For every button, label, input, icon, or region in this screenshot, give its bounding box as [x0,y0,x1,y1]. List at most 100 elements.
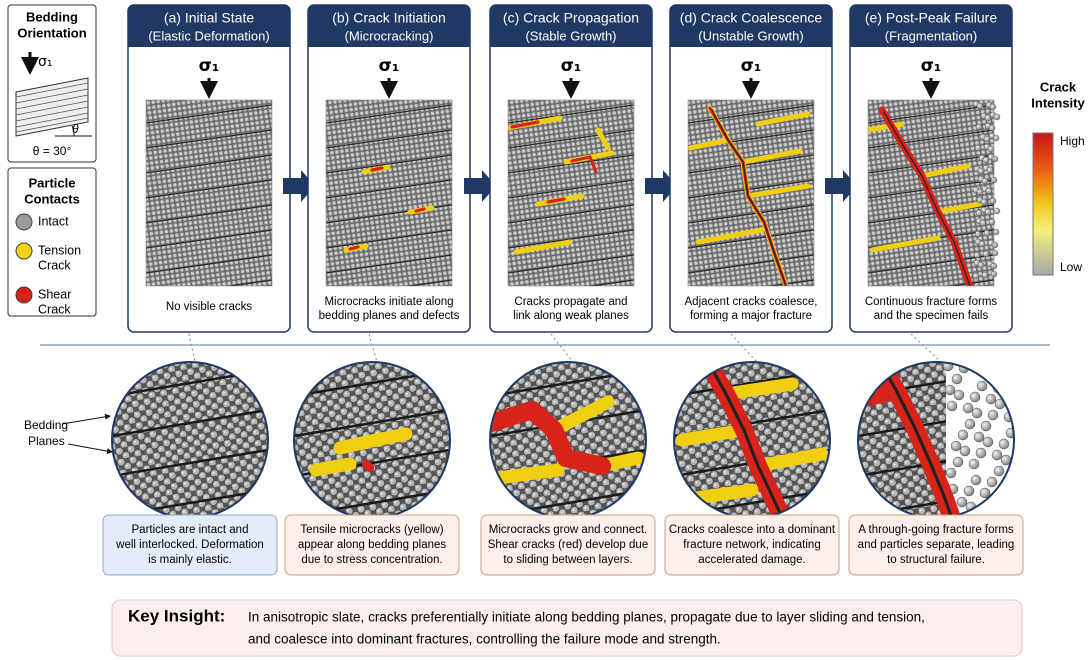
bedding-angle-value: θ = 30° [33,144,72,158]
ejected-particle [982,272,988,278]
zoom-leader [911,334,941,362]
stage-subtitle: (Microcracking) [345,28,434,43]
ejected-particle [986,188,992,194]
detail-text: A through-going fracture forms [858,524,1014,536]
colorbar-title: Intensity [1031,95,1085,110]
stage-subtitle: (Stable Growth) [525,28,616,43]
ejected-particle [976,124,982,130]
ejected-particle [977,381,987,391]
detail-text: Microcracks grow and connect. [489,524,648,536]
colorbar-title: Crack [1040,79,1077,94]
legend-label: Intact [38,214,69,228]
ejected-particle [988,146,994,152]
zoom-leader [369,334,377,362]
ejected-particle [946,468,956,478]
ejected-particle [969,459,979,469]
detail-text: to structural failure. [887,554,985,566]
ejected-particle [970,392,980,402]
ejected-particle [983,251,989,257]
stage-caption: Microcracks initiate along [324,296,453,308]
ejected-particle [988,410,998,420]
detail-text: accelerated damage. [698,554,805,566]
ejected-particle [985,209,991,215]
ejected-particle [982,504,992,514]
ejected-particle [1000,372,1010,382]
ejected-particle [974,432,984,442]
legend-title: Particle [29,175,76,190]
ejected-particle [958,430,968,440]
bedding-load: σ₁ [38,54,53,70]
bedding-angle: θ [72,122,79,136]
ejected-particle [977,189,983,195]
ejected-particle [980,220,986,226]
ejected-particle [992,250,998,256]
detail-text: to sliding between layers. [503,554,632,566]
ejected-particle [971,475,981,485]
zoom-view [674,356,830,530]
stage-subtitle: (Unstable Growth) [698,28,803,43]
bedding-planes-label: Planes [28,434,65,448]
ejected-particle [954,390,964,400]
ejected-particle [987,477,997,487]
detail-text: Tensile microcracks (yellow) [300,524,443,536]
specimen [688,100,814,298]
detail-text: fracture network, indicating [683,539,820,551]
ejected-particle [964,486,974,496]
ejected-particle [976,448,986,458]
ejected-particle [992,242,998,248]
stage-load: σ₁ [379,56,400,76]
key-insight-text: and coalesce into dominant fractures, co… [248,632,721,647]
key-insight-box [112,600,1022,656]
legend-swatch [16,287,32,303]
stage-caption: bedding planes and defects [319,310,460,322]
ejected-particle [983,157,989,163]
ejected-particle [999,439,1009,449]
ejected-particle [1003,479,1013,489]
specimen [146,100,272,298]
stage-title: (a) Initial State [164,10,254,26]
ejected-particle [981,199,987,205]
stage-panels: (a) Initial State(Elastic Deformation)σ₁… [128,5,1012,332]
ejected-particle [979,241,985,247]
specimen [326,100,452,298]
stage-subtitle: (Fragmentation) [885,28,977,43]
ejected-particle [975,231,981,237]
ejected-particle [987,167,993,173]
ejected-particle [985,115,991,121]
pointer-arrow [62,416,110,424]
ejected-particle [983,437,993,447]
ejected-particle [992,450,1002,460]
legend-label: Shear [38,287,71,301]
zoom-view [856,356,1024,530]
ejected-particle [977,103,983,109]
stage-load: σ₁ [921,56,942,76]
ejected-particle [994,114,1000,120]
detail-text: due to stress concentration. [301,554,442,566]
ejected-particle [994,208,1000,214]
stage-title: (d) Crack Coalescence [680,10,823,26]
zoom-views: Particles are intact andwell interlocked… [103,334,1024,575]
stage-caption: Adjacent cracks coalesce, [685,296,818,308]
ejected-particle [953,457,963,467]
detail-text: well interlocked. Deformation [115,539,264,551]
stage-caption: No visible cracks [166,301,253,313]
ejected-particle [990,104,996,110]
specimen [868,100,994,298]
zoom-leader [189,334,195,362]
legend-label: Tension [38,243,81,257]
stage-caption: Cracks propagate and [514,296,627,308]
shear-crack [366,464,370,468]
ejected-particle [965,419,975,429]
zoom-leader [551,334,573,362]
ejected-particle [957,497,967,507]
detail-text: is mainly elastic. [148,554,232,566]
stage-load: σ₁ [561,56,582,76]
ejected-particle [984,136,990,142]
ejected-particle [990,198,996,204]
ejected-particle [960,446,970,456]
specimen [508,100,634,298]
ejected-particle [976,210,982,216]
ejected-particle [978,168,984,174]
stage-title: (b) Crack Initiation [332,10,446,26]
bedding-planes-label: Bedding [24,418,68,432]
